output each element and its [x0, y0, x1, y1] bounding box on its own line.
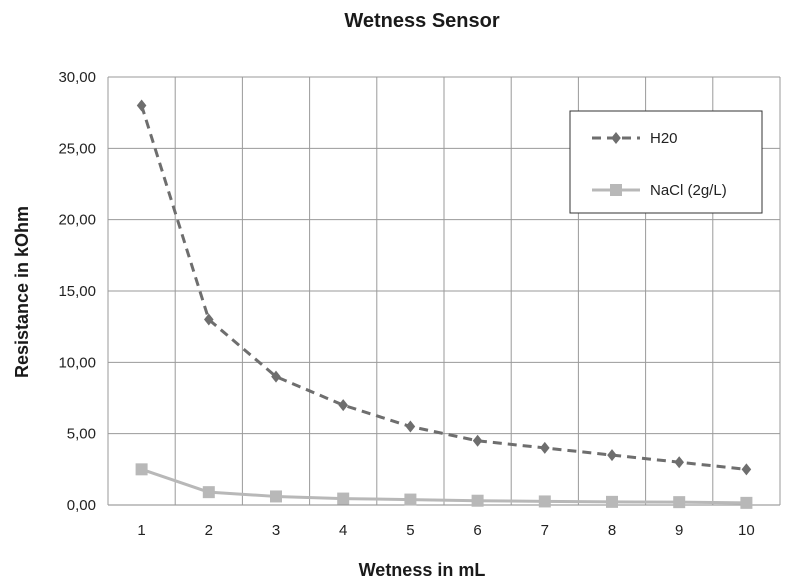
data-point — [135, 463, 148, 476]
data-point — [202, 486, 215, 499]
data-point — [674, 456, 684, 469]
data-point — [204, 313, 214, 326]
x-tick-label: 2 — [205, 522, 213, 539]
y-tick-label: 0,00 — [67, 497, 96, 514]
series-line — [141, 467, 747, 505]
legend: H20 NaCl (2g/L) — [569, 110, 763, 214]
x-axis-ticks: 1 2 3 4 5 6 7 8 9 10 — [137, 522, 754, 539]
x-tick-label: 5 — [406, 522, 414, 539]
data-point — [673, 496, 686, 509]
data-point — [136, 99, 147, 112]
y-tick-label: 10,00 — [58, 354, 96, 371]
y-axis-ticks: 0,00 5,00 10,00 15,00 20,00 25,00 30,00 — [58, 69, 96, 514]
series-h20 — [136, 99, 752, 476]
data-point — [741, 463, 752, 476]
legend-label: H20 — [650, 130, 678, 147]
y-axis-title: Resistance in kOhm — [12, 206, 32, 378]
x-tick-label: 8 — [608, 522, 616, 539]
grid — [107, 76, 781, 506]
data-point — [270, 490, 282, 503]
legend-marker — [611, 132, 621, 144]
data-point — [405, 420, 416, 433]
y-tick-label: 15,00 — [58, 283, 96, 300]
data-point — [606, 495, 618, 508]
data-point — [471, 494, 484, 507]
data-point — [472, 434, 483, 447]
x-axis-title: Wetness in mL — [359, 560, 486, 580]
x-tick-label: 10 — [738, 522, 755, 539]
series-layer — [135, 99, 753, 509]
data-point — [338, 399, 348, 412]
data-point — [337, 492, 350, 505]
y-tick-label: 5,00 — [67, 426, 96, 443]
x-tick-label: 7 — [541, 522, 549, 539]
data-point — [538, 495, 551, 508]
y-tick-label: 20,00 — [58, 212, 96, 229]
data-point — [404, 493, 417, 506]
data-point — [271, 370, 281, 383]
data-point — [607, 449, 617, 462]
legend-marker — [610, 184, 622, 196]
series-nacl-2g-l — [135, 463, 753, 509]
y-tick-label: 25,00 — [58, 140, 96, 157]
data-point — [740, 496, 753, 509]
x-tick-label: 3 — [272, 522, 280, 539]
x-tick-label: 6 — [473, 522, 481, 539]
series-line — [140, 105, 747, 471]
legend-label: NaCl (2g/L) — [650, 182, 727, 199]
chart-title: Wetness Sensor — [344, 10, 499, 32]
data-point — [540, 441, 550, 454]
y-tick-label: 30,00 — [58, 69, 96, 86]
x-tick-label: 1 — [137, 522, 145, 539]
x-tick-label: 9 — [675, 522, 683, 539]
legend-box — [569, 110, 763, 214]
x-tick-label: 4 — [339, 522, 347, 539]
